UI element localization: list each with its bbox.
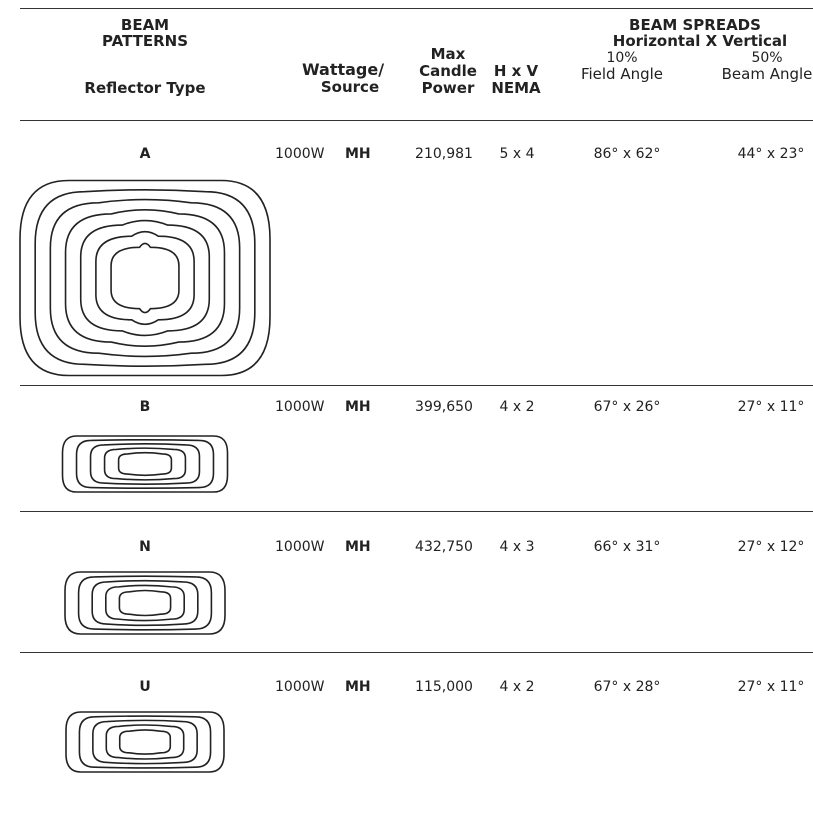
header: 50% — [751, 50, 783, 66]
wattage: 1000W — [275, 679, 325, 695]
reflector-type: N — [139, 539, 151, 555]
contour — [105, 584, 185, 622]
beam-angle: 27° x 11° — [737, 399, 805, 415]
contour — [92, 719, 198, 765]
wattage: 1000W — [275, 399, 325, 415]
reflector-type: A — [139, 146, 151, 162]
beam-angle: 44° x 23° — [737, 146, 805, 162]
header: NEMA — [491, 79, 541, 97]
contour — [89, 443, 201, 485]
contour — [65, 711, 225, 773]
contour — [78, 715, 212, 769]
header: H x V — [493, 62, 539, 80]
row-rule — [20, 652, 813, 653]
reflector-type: B — [139, 399, 151, 415]
top-rule — [20, 8, 813, 9]
contour — [61, 435, 229, 493]
header-rule — [20, 120, 813, 121]
contour — [110, 242, 180, 314]
nema: 4 x 2 — [499, 679, 535, 695]
nema: 4 x 3 — [499, 539, 535, 555]
header: BEAM — [120, 16, 170, 34]
source: MH — [345, 399, 371, 415]
header: BEAM SPREADS — [629, 16, 761, 34]
contour — [95, 230, 195, 326]
beam-angle: 27° x 11° — [737, 679, 805, 695]
source: MH — [345, 539, 371, 555]
nema: 5 x 4 — [499, 146, 535, 162]
header: Source — [320, 78, 380, 96]
contour — [77, 575, 213, 631]
candle-power: 115,000 — [415, 679, 473, 695]
contour — [64, 571, 226, 635]
header: Wattage/ — [301, 60, 385, 79]
contour — [118, 729, 172, 755]
contour — [49, 198, 241, 358]
header: 10% — [606, 50, 638, 66]
wattage: 1000W — [275, 146, 325, 162]
wattage: 1000W — [275, 539, 325, 555]
nema: 4 x 2 — [499, 399, 535, 415]
contour — [91, 579, 199, 627]
field-angle: 67° x 28° — [593, 679, 661, 695]
candle-power: 432,750 — [415, 539, 473, 555]
contour — [118, 589, 172, 617]
contour — [64, 209, 226, 347]
source: MH — [345, 679, 371, 695]
header: Beam Angle — [721, 65, 813, 83]
contour — [34, 188, 256, 368]
contour — [19, 179, 271, 377]
header: PATTERNS — [101, 32, 189, 50]
candle-power: 399,650 — [415, 399, 473, 415]
row-rule — [20, 385, 813, 386]
source: MH — [345, 146, 371, 162]
contour — [79, 219, 211, 337]
header: Max — [430, 45, 466, 63]
contour — [75, 438, 215, 490]
field-angle: 67° x 26° — [593, 399, 661, 415]
header: Horizontal X Vertical — [612, 32, 788, 50]
header: Reflector Type — [84, 79, 206, 97]
header: Field Angle — [580, 65, 664, 83]
field-angle: 86° x 62° — [593, 146, 661, 162]
candle-power: 210,981 — [415, 146, 473, 162]
header: Candle — [419, 62, 477, 80]
contour — [117, 451, 173, 477]
header: Power — [421, 79, 475, 97]
contour — [105, 724, 185, 760]
contour — [103, 447, 187, 481]
reflector-type: U — [139, 679, 151, 695]
beam-angle: 27° x 12° — [737, 539, 805, 555]
row-rule — [20, 511, 813, 512]
field-angle: 66° x 31° — [593, 539, 661, 555]
